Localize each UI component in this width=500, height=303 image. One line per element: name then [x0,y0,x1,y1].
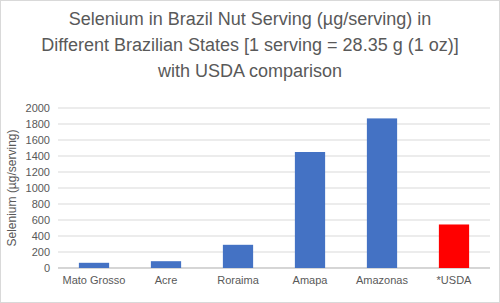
grid-line [58,188,490,189]
y-tick-label: 1400 [26,150,50,162]
x-tick-label: Mato Grosso [63,274,126,286]
y-tick-label: 1600 [26,134,50,146]
y-tick-label: 1800 [26,118,50,130]
bar [367,118,397,268]
grid-line [58,236,490,237]
bar [295,152,325,268]
grid-line [58,172,490,173]
bars [79,118,469,268]
x-tick-label: Acre [155,274,178,286]
y-tick-label: 600 [32,214,50,226]
x-tick-label: Roraima [217,274,259,286]
bar [223,245,253,268]
grid-line [58,156,490,157]
grid-line [58,140,490,141]
grid-line [58,204,490,205]
x-tick-label: *USDA [437,274,473,286]
chart-svg: 0 200 400 600 800 1000 1200 1400 1600 1800 2000 Mat… [0,0,500,303]
grid-line [58,108,490,109]
y-tick-label: 200 [32,246,50,258]
y-tick-label: 2000 [26,102,50,114]
y-axis-label: Selenium (µg/serving) [5,130,19,247]
grid-line [58,252,490,253]
bar [79,263,109,268]
y-tick-label: 1200 [26,166,50,178]
bar [439,224,469,268]
x-axis-line [58,268,490,269]
chart-title: Selenium in Brazil Nut Serving (µg/servi… [40,6,460,84]
x-tick-label: Amapa [293,274,329,286]
y-tick-label: 400 [32,230,50,242]
y-tick-label: 0 [44,262,50,274]
bar [151,261,181,268]
y-tick-label: 800 [32,198,50,210]
x-tick-label: Amazonas [356,274,408,286]
grid-line [58,268,490,269]
grid-line [58,220,490,221]
grid-line [58,124,490,125]
y-tick-label: 1000 [26,182,50,194]
